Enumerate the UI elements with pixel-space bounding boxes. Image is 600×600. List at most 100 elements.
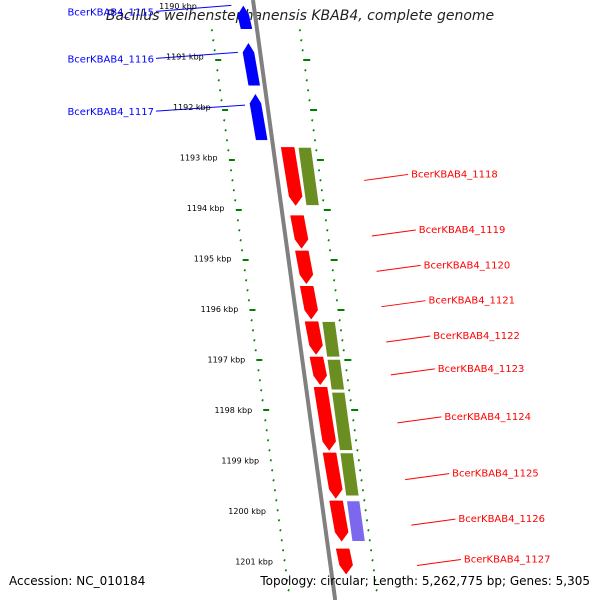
- outer-ruler-tick: [369, 549, 373, 552]
- outer-ruler-tick: [333, 279, 336, 282]
- ruler-label: 1194 kbp: [187, 204, 225, 213]
- outer-ruler-tick: [322, 199, 325, 202]
- outer-ruler-tick: [371, 559, 374, 562]
- inner-ruler-tick: [254, 349, 257, 352]
- green-feature-bar: [326, 359, 345, 391]
- outer-ruler-tick: [374, 579, 377, 582]
- outer-ruler-tick: [341, 339, 344, 342]
- reverse-gene-arrow: [237, 5, 253, 29]
- inner-ruler-tick: [223, 119, 226, 122]
- ruler-label: 1198 kbp: [214, 406, 252, 415]
- gene-label: BcerKBAB4_1125: [452, 469, 539, 480]
- gene-label: BcerKBAB4_1119: [419, 225, 506, 236]
- gene-label: BcerKBAB4_1120: [424, 260, 511, 271]
- green-feature-bar: [321, 321, 341, 358]
- inner-ruler-tick: [216, 69, 219, 72]
- gene-label-leader: [364, 173, 409, 181]
- map-title: Bacillus weihenstephanensis KBAB4, compl…: [105, 8, 495, 24]
- inner-ruler-tick: [272, 479, 275, 482]
- ruler-label: 1196 kbp: [201, 305, 239, 314]
- inner-ruler-tick: [286, 579, 289, 582]
- gene-label: BcerKBAB4_1116: [67, 54, 154, 65]
- inner-ruler-tick: [245, 279, 248, 282]
- outer-ruler-tick: [300, 39, 303, 42]
- forward-gene-arrow: [313, 387, 336, 451]
- outer-ruler-tick: [328, 249, 332, 252]
- outer-ruler-tick: [345, 369, 348, 372]
- outer-ruler-tick: [327, 239, 330, 242]
- gene-label-leader: [390, 368, 435, 376]
- inner-ruler-tick: [217, 79, 220, 82]
- inner-ruler-tick: [236, 219, 240, 222]
- outer-ruler-tick: [342, 349, 345, 352]
- inner-ruler-tick: [232, 189, 235, 192]
- inner-ruler-tick: [280, 539, 283, 542]
- forward-gene-arrow: [304, 321, 323, 355]
- outer-ruler-tick: [365, 519, 369, 522]
- outer-ruler-tick: [305, 79, 308, 82]
- inner-ruler-tick: [234, 199, 237, 202]
- inner-ruler-tick: [269, 459, 272, 462]
- inner-ruler-tick: [247, 299, 251, 302]
- ruler-label: 1192 kbp: [173, 103, 211, 112]
- backbone-stroke: [251, 0, 338, 600]
- green-feature-bar: [331, 392, 354, 451]
- gene-label-leader: [376, 264, 421, 272]
- inner-ruler-tick: [261, 399, 264, 402]
- outer-ruler-tick: [363, 499, 366, 502]
- outer-ruler-tick: [364, 509, 367, 512]
- gene-label: BcerKBAB4_1127: [464, 555, 551, 566]
- inner-ruler-tick: [220, 99, 223, 102]
- forward-gene-arrow: [329, 500, 349, 542]
- inner-ruler-tick: [276, 509, 279, 512]
- outer-ruler-tick: [356, 449, 359, 452]
- inner-ruler-tick: [224, 129, 227, 132]
- inner-ruler-tick: [265, 429, 268, 432]
- forward-gene-arrow: [280, 147, 303, 206]
- inner-ruler-tick: [275, 499, 278, 502]
- reverse-gene-arrow: [249, 93, 268, 141]
- gene-track: [237, 5, 353, 575]
- gene-label-leader: [411, 518, 456, 526]
- inner-ruler-tick: [218, 89, 222, 92]
- ruler-label: 1197 kbp: [208, 356, 246, 365]
- gene-label: BcerKBAB4_1117: [67, 107, 154, 118]
- inner-ruler-tick: [212, 39, 215, 42]
- inner-ruler-tick: [240, 249, 244, 252]
- gene-label-leader: [416, 559, 461, 566]
- outer-ruler-tick: [311, 119, 314, 122]
- ruler-label: 1201 kbp: [235, 558, 273, 567]
- reverse-gene-arrow: [242, 42, 260, 86]
- inner-ruler: [210, 29, 290, 592]
- outer-ruler-tick: [319, 179, 322, 182]
- inner-ruler-tick: [227, 149, 230, 152]
- inner-ruler-tick: [225, 139, 229, 142]
- gene-label: BcerKBAB4_1123: [438, 364, 525, 375]
- ruler-label: 1191 kbp: [166, 53, 204, 62]
- gene-label: BcerKBAB4_1124: [444, 412, 531, 423]
- backbone-line: [251, 0, 338, 600]
- ruler-labels: 1190 kbp 1191 kbp 1192 kbp 1193 kbp 1194 kbp…: [159, 2, 273, 567]
- ruler-label: 1195 kbp: [194, 255, 232, 264]
- outer-ruler-tick: [301, 49, 304, 52]
- ruler-label: 1199 kbp: [221, 457, 259, 466]
- outer-ruler-tick: [352, 419, 355, 422]
- gene-label-leader: [397, 416, 442, 424]
- inner-ruler-tick: [281, 549, 285, 552]
- outer-ruler-tick: [335, 299, 339, 302]
- forward-gene-arrow: [335, 548, 353, 575]
- gene-label: BcerKBAB4_1126: [458, 514, 545, 525]
- inner-ruler-tick: [258, 379, 262, 382]
- outer-ruler-tick: [361, 489, 365, 492]
- outer-ruler-tick: [331, 269, 334, 272]
- outer-ruler-tick: [306, 89, 310, 92]
- ruler-label: 1200 kbp: [228, 507, 266, 516]
- forward-gene-arrow: [290, 215, 309, 249]
- green-feature-bar: [297, 147, 320, 206]
- inner-ruler-tick: [266, 439, 270, 442]
- outer-ruler-tick: [304, 69, 307, 72]
- outer-ruler-tick: [353, 429, 356, 432]
- inner-ruler-tick: [260, 389, 263, 392]
- forward-gene-arrow: [299, 286, 318, 320]
- inner-ruler-tick: [264, 419, 267, 422]
